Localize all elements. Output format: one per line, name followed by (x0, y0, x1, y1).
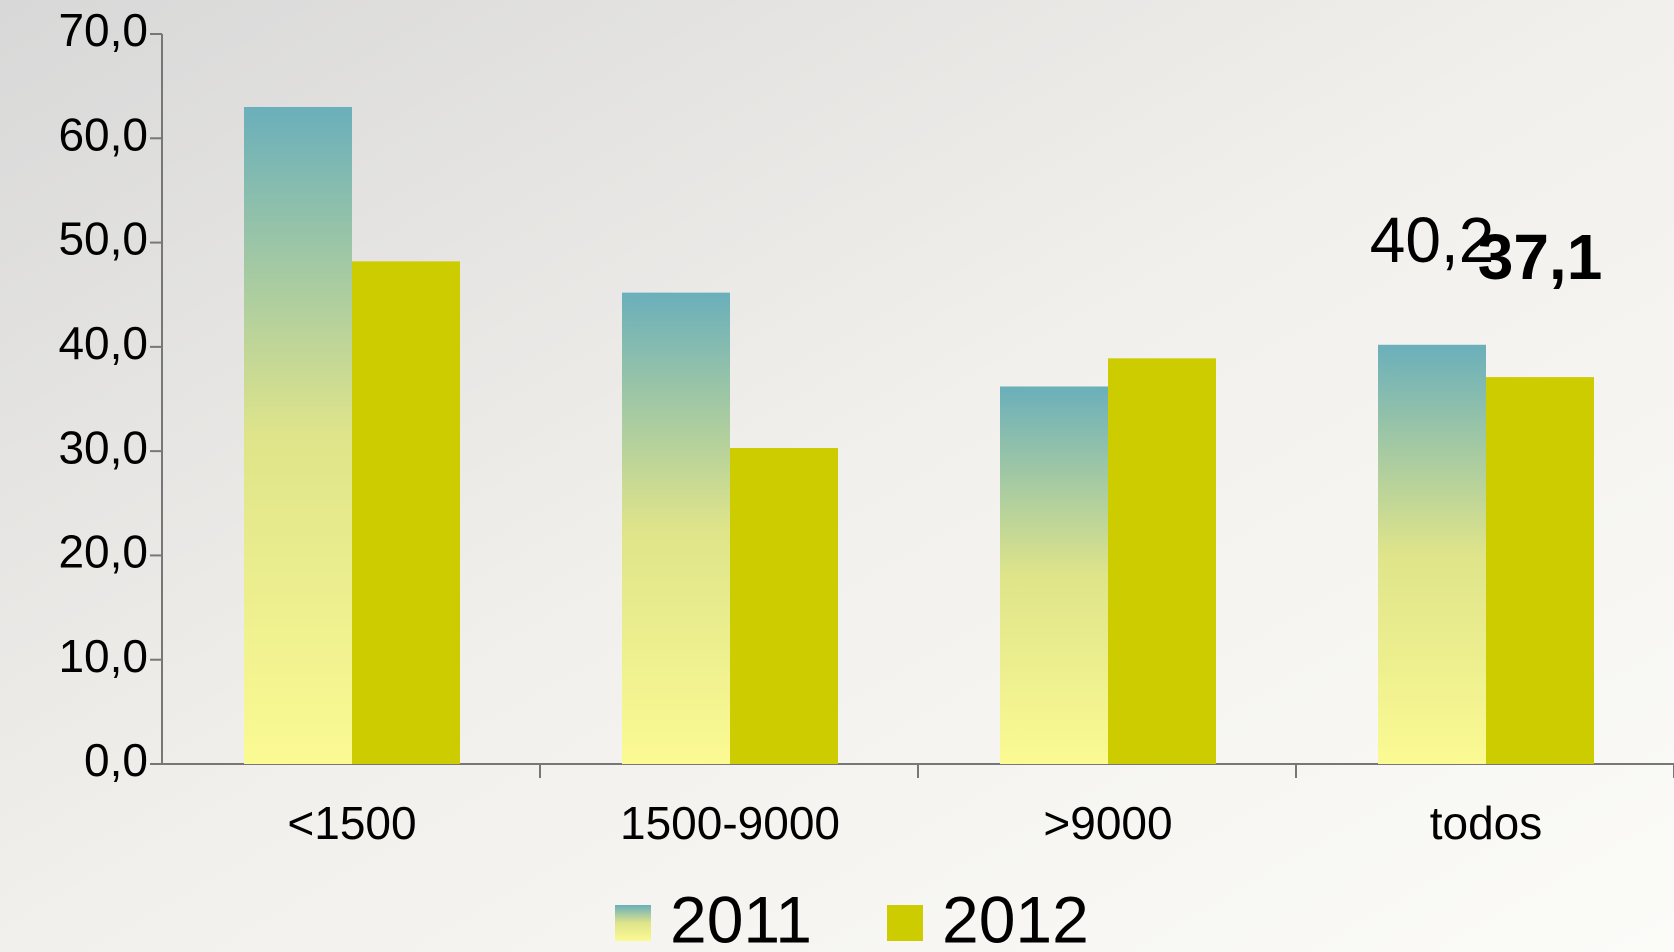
bar (244, 107, 352, 764)
x-tick-label: >9000 (1043, 797, 1172, 849)
legend-label: 2011 (670, 882, 812, 952)
y-tick-label: 70,0 (58, 4, 148, 56)
y-tick-label: 20,0 (58, 526, 148, 578)
bar (1378, 344, 1486, 764)
x-tick-label: todos (1430, 797, 1543, 849)
x-tick-label: 1500-9000 (620, 797, 840, 849)
y-tick-label: 40,0 (58, 317, 148, 369)
bar (622, 292, 730, 764)
bar (1486, 377, 1594, 764)
bar (730, 448, 838, 764)
x-tick-label: <1500 (287, 797, 416, 849)
data-label: 40,2 (1370, 204, 1495, 276)
data-label: 37,1 (1478, 221, 1603, 293)
y-tick-label: 30,0 (58, 421, 148, 473)
bar (1000, 386, 1108, 764)
bar (352, 261, 460, 764)
legend-swatch (887, 905, 923, 941)
legend-swatch (615, 905, 651, 941)
y-tick-label: 10,0 (58, 630, 148, 682)
y-tick-label: 0,0 (84, 734, 148, 786)
bar (1108, 358, 1216, 764)
y-tick-label: 50,0 (58, 213, 148, 265)
legend-label: 2012 (942, 882, 1089, 952)
y-tick-label: 60,0 (58, 108, 148, 160)
